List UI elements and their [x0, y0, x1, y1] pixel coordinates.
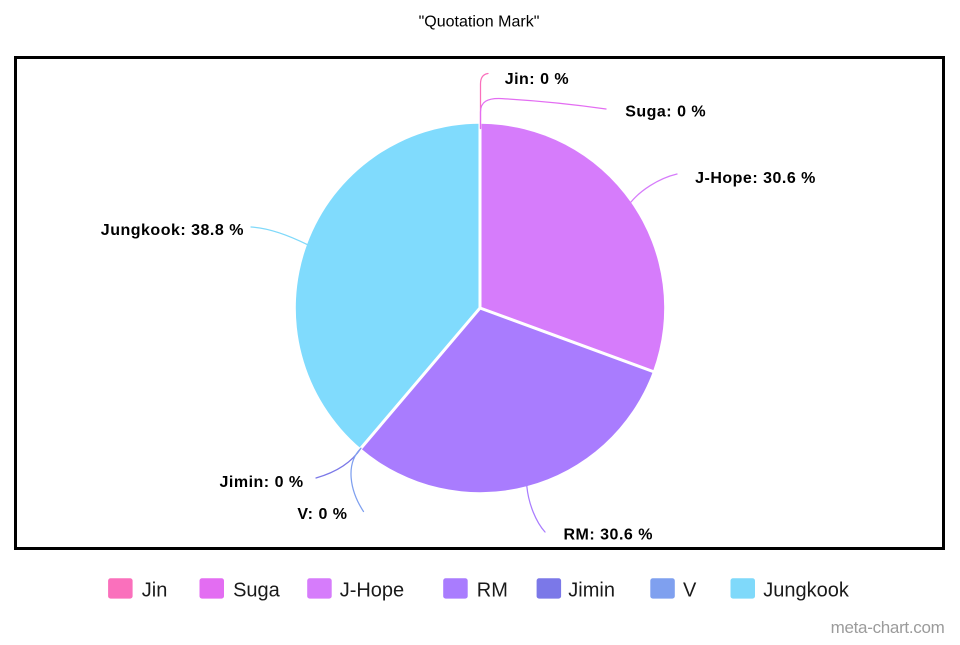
- svg-text:Jungkook: 38.8 %: Jungkook: 38.8 %: [101, 222, 244, 239]
- svg-text:Jin: Jin: [142, 580, 168, 602]
- svg-text:RM: 30.6 %: RM: 30.6 %: [564, 527, 653, 544]
- svg-text:Jimin: 0 %: Jimin: 0 %: [220, 474, 304, 491]
- svg-text:meta-chart.com: meta-chart.com: [831, 618, 945, 637]
- svg-text:Jimin: Jimin: [568, 580, 615, 602]
- svg-text:J-Hope: J-Hope: [340, 580, 404, 602]
- svg-text:V: 0 %: V: 0 %: [297, 506, 347, 523]
- svg-text:Suga: 0 %: Suga: 0 %: [625, 104, 706, 121]
- svg-text:RM: RM: [477, 580, 508, 602]
- svg-text:J-Hope: 30.6 %: J-Hope: 30.6 %: [695, 170, 816, 187]
- svg-text:"Quotation Mark": "Quotation Mark": [419, 13, 540, 30]
- svg-text:Jin: 0 %: Jin: 0 %: [505, 71, 569, 88]
- svg-text:V: V: [683, 580, 697, 602]
- svg-text:Jungkook: Jungkook: [763, 580, 850, 602]
- svg-text:Suga: Suga: [233, 580, 281, 602]
